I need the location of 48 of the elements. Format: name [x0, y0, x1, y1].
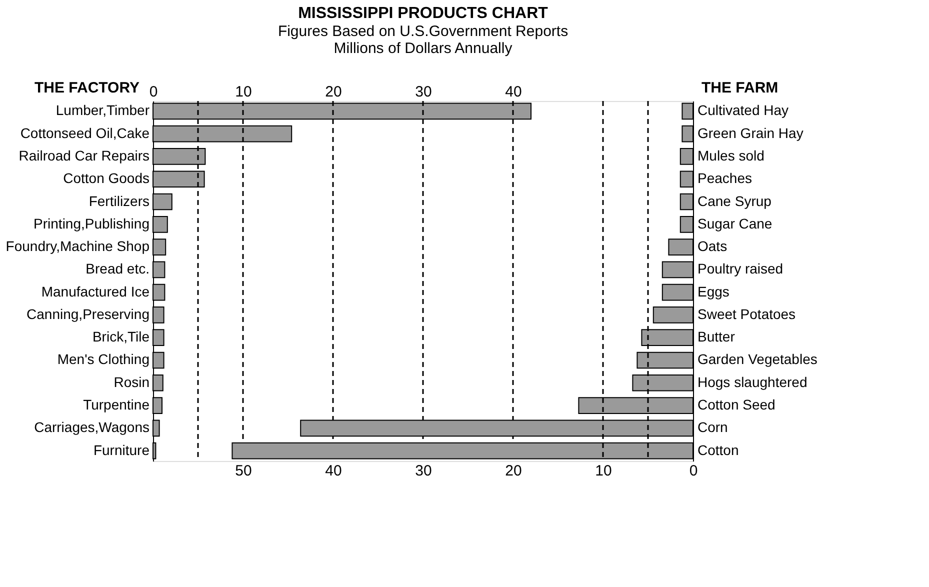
y-tick-label: Foundry,Machine Shop	[6, 238, 150, 254]
y-tick-label: Cotton	[698, 442, 739, 458]
text: Figures Based on U.S.Government Reports	[278, 23, 568, 40]
y-tick-label: Canning,Preserving	[26, 306, 150, 322]
x-tick-label: 30	[415, 462, 432, 480]
y-tick-label: Carriages,Wagons	[34, 419, 150, 436]
y-tick-label: Butter	[698, 328, 736, 345]
y-tick-label: Sweet Potatoes	[698, 306, 796, 322]
y-tick-label: Cotton Seed	[698, 396, 776, 413]
y-tick-label: Cotton Goods	[63, 170, 150, 186]
x-tick-label: 40	[505, 84, 522, 100]
y-tick-label: Men's Clothing	[57, 351, 150, 368]
y-tick-label: Sugar Cane	[698, 215, 772, 232]
x-tick-label: 0	[149, 84, 158, 100]
y-tick-label: Lumber,Timber	[56, 102, 150, 118]
x-tick-label: 10	[595, 462, 612, 480]
x-tick-label: 10	[235, 84, 252, 100]
y-tick-label: Furniture	[93, 442, 150, 458]
chart-title: MISSISSIPPI PRODUCTS CHART	[298, 5, 548, 22]
y-tick-label: Cultivated Hay	[698, 102, 789, 118]
x-tick-label: 20	[505, 462, 522, 480]
y-tick-label: Eggs	[698, 283, 730, 300]
y-tick-label: Cottonseed Oil,Cake	[20, 124, 150, 141]
y-tick-label: Brick,Tile	[92, 328, 150, 345]
y-tick-label: Railroad Car Repairs	[18, 147, 150, 164]
y-tick-label: Poultry raised	[698, 260, 784, 277]
x-tick-label: 0	[689, 462, 698, 480]
text: Millions of Dollars Annually	[334, 40, 512, 57]
y-tick-label: Rosin	[114, 374, 150, 390]
x-tick-label: 30	[415, 84, 432, 100]
y-axis-title: THE FACTORY	[34, 80, 140, 96]
x-tick-label: 50	[235, 462, 252, 480]
y-tick-label: Green Grain Hay	[698, 124, 804, 141]
y-axis-title: THE FARM	[702, 80, 778, 96]
y-tick-label: Mules sold	[698, 147, 764, 164]
y-tick-label: Manufactured Ice	[41, 283, 150, 300]
y-tick-label: Fertilizers	[88, 192, 150, 209]
y-tick-label: Hogs slaughtered	[698, 374, 808, 390]
x-tick-label: 40	[325, 462, 342, 480]
y-tick-label: Bread etc.	[86, 260, 150, 277]
y-tick-label: Turpentine	[83, 396, 150, 413]
y-tick-label: Oats	[698, 238, 728, 254]
y-tick-label: Peaches	[698, 170, 752, 186]
y-tick-label: Garden Vegetables	[698, 351, 818, 368]
y-tick-label: Cane Syrup	[698, 192, 772, 209]
x-tick-label: 20	[325, 84, 342, 100]
y-tick-label: Corn	[698, 419, 728, 436]
y-tick-label: Printing,Publishing	[34, 215, 150, 232]
